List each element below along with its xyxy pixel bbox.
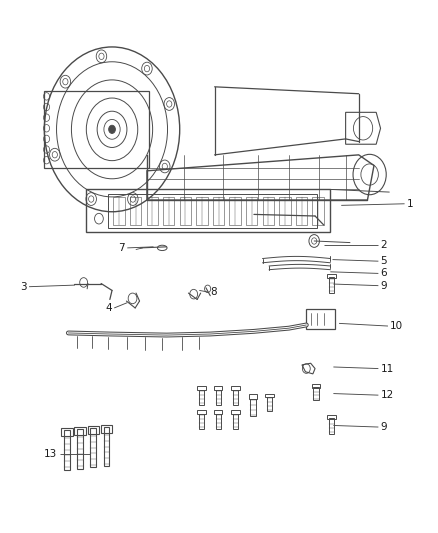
Bar [88,426,99,434]
Text: 10: 10 [390,321,403,331]
Text: 8: 8 [210,287,217,297]
Bar [263,197,274,225]
Text: 13: 13 [44,449,57,458]
Bar [199,414,204,429]
Text: 9: 9 [381,281,387,290]
Bar [108,193,317,228]
Bar [327,274,336,278]
Bar [213,197,224,225]
Text: 4: 4 [106,303,112,313]
Text: 5: 5 [381,256,387,266]
Bar [101,425,112,433]
Text: 1: 1 [407,199,413,209]
Bar [199,390,204,405]
Bar [251,399,256,416]
Bar [215,414,221,429]
Bar [329,278,334,293]
Bar [180,197,191,225]
Bar [61,428,73,436]
Bar [311,384,320,388]
Bar [246,197,258,225]
Text: 11: 11 [381,364,394,374]
Bar [163,197,174,225]
Bar [249,394,258,399]
Bar [296,197,307,225]
Bar [329,418,334,434]
Bar [196,197,208,225]
Text: 3: 3 [20,282,27,292]
Bar [197,386,206,390]
Bar [306,309,335,329]
Bar [230,197,241,225]
Bar [313,387,318,400]
Bar [267,397,272,411]
Bar [214,410,223,414]
Text: 7: 7 [119,243,125,253]
Bar [74,427,86,435]
Bar [90,427,96,467]
Bar [113,197,125,225]
Bar [231,410,240,414]
Bar [130,197,141,225]
Bar [64,430,70,470]
Bar [86,189,330,232]
Bar [279,197,290,225]
Bar [233,390,238,405]
Bar [197,410,206,414]
Bar [78,429,83,469]
Bar [265,394,274,398]
Bar [214,386,223,390]
Bar [233,414,238,429]
Text: 12: 12 [381,390,394,400]
Bar [103,426,109,466]
Text: 2: 2 [381,240,387,250]
Circle shape [109,125,116,133]
Text: 9: 9 [381,422,387,432]
Bar [147,197,158,225]
Bar [215,390,221,405]
Bar [312,197,324,225]
Text: 6: 6 [381,269,387,278]
Bar [231,386,240,390]
Bar [327,415,336,419]
